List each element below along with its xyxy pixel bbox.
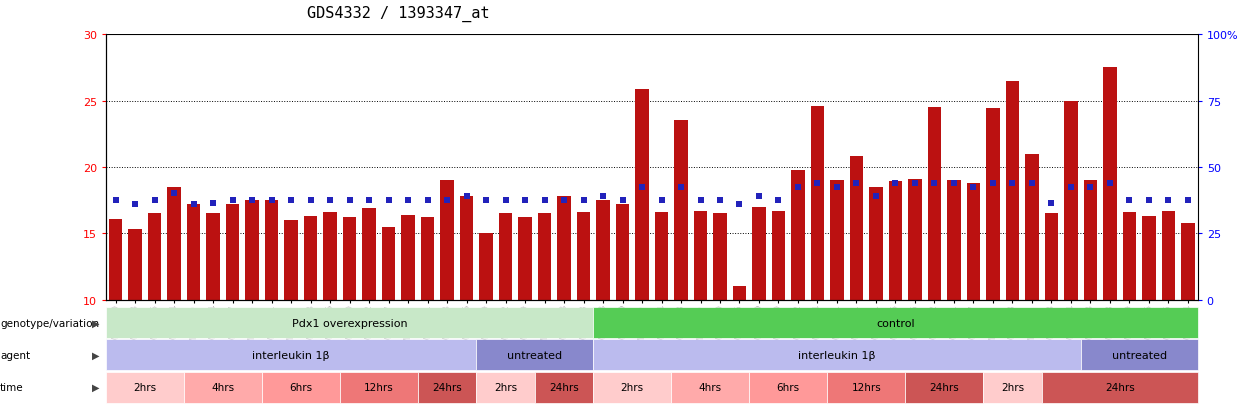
Bar — [889, 182, 903, 300]
Bar — [342, 218, 356, 300]
Bar — [518, 218, 532, 300]
Text: 24hrs: 24hrs — [929, 382, 959, 392]
Bar — [284, 221, 298, 300]
Bar — [128, 230, 142, 300]
Bar — [928, 108, 941, 300]
Bar — [1182, 223, 1195, 300]
Bar — [1006, 81, 1020, 300]
Bar — [148, 214, 162, 300]
Bar — [966, 183, 980, 300]
Bar — [1045, 214, 1058, 300]
Bar — [675, 121, 687, 300]
Bar — [772, 211, 786, 300]
Bar — [1025, 154, 1038, 300]
Bar — [108, 219, 122, 300]
Bar — [791, 170, 804, 300]
Text: 12hrs: 12hrs — [364, 382, 393, 392]
Bar — [713, 214, 727, 300]
Text: 2hrs: 2hrs — [494, 382, 517, 392]
Text: 4hrs: 4hrs — [698, 382, 722, 392]
Bar — [576, 212, 590, 300]
Bar — [596, 201, 610, 300]
Text: untreated: untreated — [507, 350, 563, 360]
Bar — [1162, 211, 1175, 300]
Bar — [635, 89, 649, 300]
Text: 2hrs: 2hrs — [1001, 382, 1025, 392]
Bar — [830, 181, 844, 300]
Bar — [499, 214, 513, 300]
Text: 6hrs: 6hrs — [777, 382, 799, 392]
Text: ▶: ▶ — [92, 318, 100, 328]
Bar — [1083, 181, 1097, 300]
Bar — [947, 181, 961, 300]
Text: ▶: ▶ — [92, 382, 100, 392]
Bar — [849, 157, 863, 300]
Text: 12hrs: 12hrs — [852, 382, 881, 392]
Bar — [362, 209, 376, 300]
Text: GDS4332 / 1393347_at: GDS4332 / 1393347_at — [308, 6, 489, 22]
Bar — [441, 181, 454, 300]
Text: Pdx1 overexpression: Pdx1 overexpression — [291, 318, 407, 328]
Bar — [732, 287, 746, 300]
Bar — [421, 218, 435, 300]
Bar — [869, 188, 883, 300]
Bar — [324, 212, 337, 300]
Bar — [207, 214, 220, 300]
Bar — [167, 188, 181, 300]
Text: genotype/variation: genotype/variation — [0, 318, 100, 328]
Bar — [1142, 216, 1155, 300]
Bar — [304, 216, 317, 300]
Text: interleukin 1β: interleukin 1β — [253, 350, 330, 360]
Text: untreated: untreated — [1112, 350, 1167, 360]
Text: 24hrs: 24hrs — [1104, 382, 1134, 392]
Bar — [986, 109, 1000, 300]
Bar — [401, 215, 415, 300]
Bar — [655, 212, 669, 300]
Bar — [459, 197, 473, 300]
Text: interleukin 1β: interleukin 1β — [798, 350, 875, 360]
Bar — [558, 197, 571, 300]
Bar — [382, 227, 396, 300]
Bar — [810, 107, 824, 300]
Text: 24hrs: 24hrs — [549, 382, 579, 392]
Text: control: control — [876, 318, 915, 328]
Bar — [1064, 101, 1078, 300]
Bar — [1123, 212, 1137, 300]
Bar — [693, 211, 707, 300]
Text: time: time — [0, 382, 24, 392]
Text: 4hrs: 4hrs — [212, 382, 234, 392]
Bar — [225, 204, 239, 300]
Text: 2hrs: 2hrs — [621, 382, 644, 392]
Bar — [245, 201, 259, 300]
Text: ▶: ▶ — [92, 350, 100, 360]
Text: 6hrs: 6hrs — [289, 382, 312, 392]
Text: 24hrs: 24hrs — [432, 382, 462, 392]
Bar — [479, 234, 493, 300]
Bar — [616, 204, 629, 300]
Bar — [908, 179, 921, 300]
Text: agent: agent — [0, 350, 30, 360]
Bar — [265, 201, 279, 300]
Bar — [187, 204, 200, 300]
Bar — [752, 207, 766, 300]
Text: 2hrs: 2hrs — [133, 382, 157, 392]
Bar — [538, 214, 552, 300]
Bar — [1103, 68, 1117, 300]
